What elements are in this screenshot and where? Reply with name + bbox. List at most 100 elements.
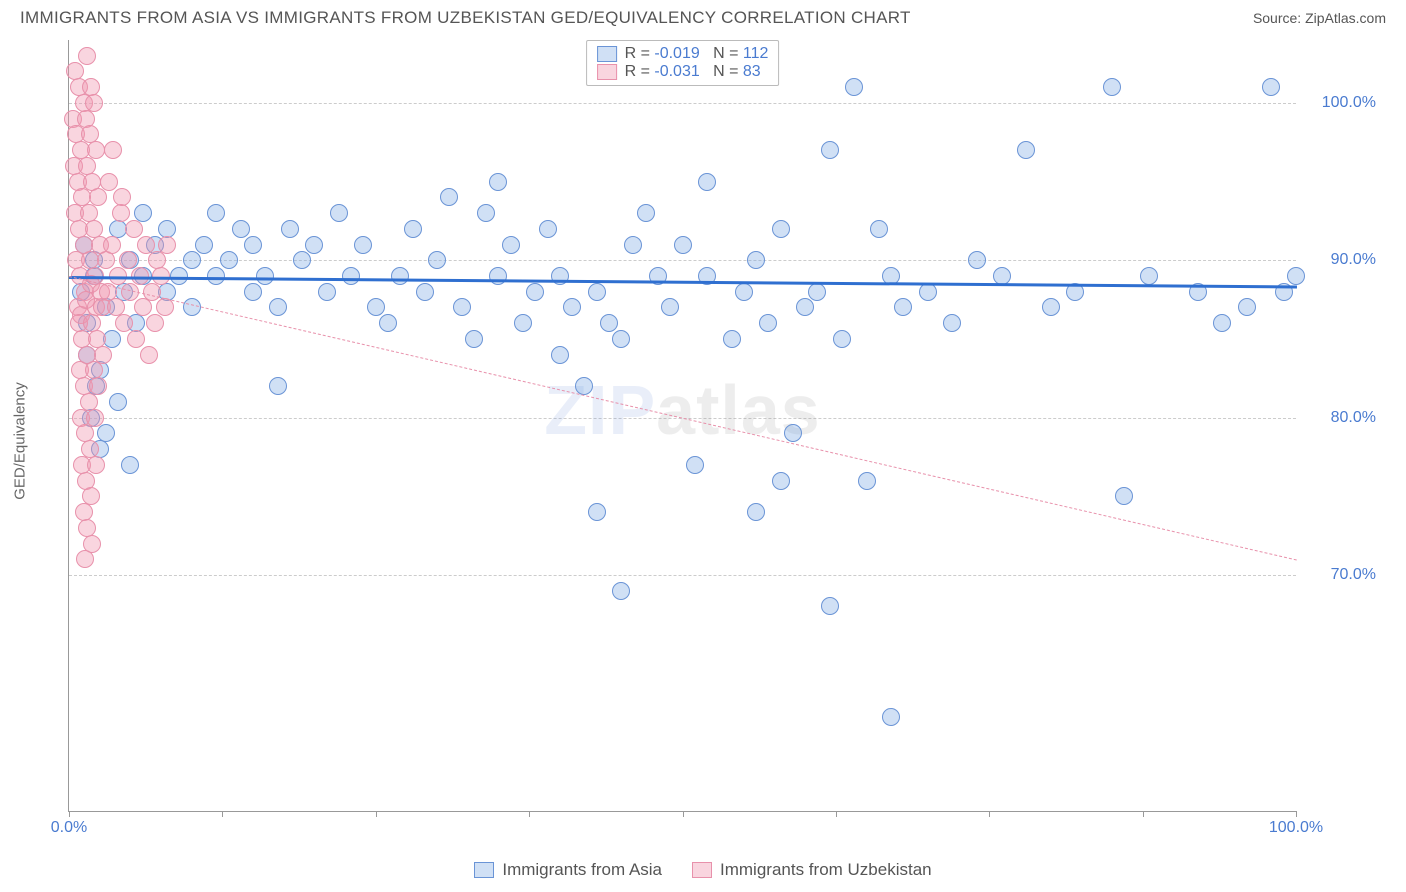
scatter-point: [158, 236, 176, 254]
scatter-point: [747, 251, 765, 269]
scatter-point: [1115, 487, 1133, 505]
scatter-point: [698, 173, 716, 191]
x-tick: [222, 811, 223, 817]
scatter-point: [1140, 267, 1158, 285]
scatter-point: [137, 236, 155, 254]
legend-bottom-item: Immigrants from Asia: [474, 860, 662, 880]
scatter-point: [612, 330, 630, 348]
scatter-point: [808, 283, 826, 301]
scatter-point: [115, 314, 133, 332]
legend-swatch: [474, 862, 494, 878]
x-tick: [1143, 811, 1144, 817]
y-axis-label: GED/Equivalency: [12, 382, 29, 500]
scatter-point: [195, 236, 213, 254]
scatter-point: [379, 314, 397, 332]
scatter-point: [465, 330, 483, 348]
x-tick: [376, 811, 377, 817]
scatter-point: [89, 188, 107, 206]
scatter-point: [127, 330, 145, 348]
scatter-point: [477, 204, 495, 222]
scatter-point: [796, 298, 814, 316]
scatter-point: [220, 251, 238, 269]
x-axis-start-label: 0.0%: [51, 819, 87, 837]
legend-bottom-item: Immigrants from Uzbekistan: [692, 860, 932, 880]
scatter-point: [109, 393, 127, 411]
scatter-point: [354, 236, 372, 254]
scatter-point: [244, 236, 262, 254]
scatter-point: [502, 236, 520, 254]
legend-bottom-label: Immigrants from Asia: [502, 860, 662, 880]
source-label: Source: ZipAtlas.com: [1253, 10, 1386, 26]
scatter-point: [1262, 78, 1280, 96]
y-tick-label: 70.0%: [1306, 566, 1376, 584]
gridline: [69, 103, 1296, 104]
scatter-point: [143, 283, 161, 301]
scatter-point: [112, 204, 130, 222]
scatter-point: [342, 267, 360, 285]
scatter-point: [661, 298, 679, 316]
scatter-point: [391, 267, 409, 285]
scatter-point: [637, 204, 655, 222]
legend-swatch: [597, 64, 617, 80]
scatter-point: [759, 314, 777, 332]
scatter-point: [156, 298, 174, 316]
y-tick-label: 90.0%: [1306, 251, 1376, 269]
scatter-point: [293, 251, 311, 269]
scatter-point: [256, 267, 274, 285]
scatter-point: [146, 314, 164, 332]
scatter-point: [183, 298, 201, 316]
x-axis-end-label: 100.0%: [1269, 819, 1323, 837]
scatter-point: [183, 251, 201, 269]
legend-stats: R = -0.031 N = 83: [625, 63, 761, 81]
scatter-point: [674, 236, 692, 254]
scatter-point: [140, 346, 158, 364]
x-tick: [1296, 811, 1297, 817]
scatter-point: [367, 298, 385, 316]
y-tick-label: 100.0%: [1306, 94, 1376, 112]
scatter-point: [87, 456, 105, 474]
scatter-point: [1287, 267, 1305, 285]
scatter-point: [104, 141, 122, 159]
scatter-point: [121, 456, 139, 474]
legend-row: R = -0.031 N = 83: [597, 63, 769, 81]
scatter-point: [588, 283, 606, 301]
scatter-point: [723, 330, 741, 348]
x-tick: [989, 811, 990, 817]
scatter-point: [1238, 298, 1256, 316]
scatter-point: [89, 377, 107, 395]
x-tick: [836, 811, 837, 817]
scatter-point: [318, 283, 336, 301]
scatter-point: [269, 377, 287, 395]
scatter-point: [772, 220, 790, 238]
scatter-point: [232, 220, 250, 238]
scatter-point: [833, 330, 851, 348]
gridline: [69, 260, 1296, 261]
scatter-point: [845, 78, 863, 96]
x-tick: [683, 811, 684, 817]
scatter-point: [747, 503, 765, 521]
scatter-point: [440, 188, 458, 206]
scatter-point: [772, 472, 790, 490]
scatter-point: [526, 283, 544, 301]
x-tick: [529, 811, 530, 817]
chart-container: GED/Equivalency ZIPatlas R = -0.019 N = …: [20, 40, 1386, 842]
x-tick: [69, 811, 70, 817]
series-legend: Immigrants from Asia Immigrants from Uzbe…: [0, 860, 1406, 880]
scatter-point: [612, 582, 630, 600]
scatter-point: [943, 314, 961, 332]
legend-bottom-label: Immigrants from Uzbekistan: [720, 860, 932, 880]
scatter-point: [453, 298, 471, 316]
scatter-point: [404, 220, 422, 238]
scatter-point: [330, 204, 348, 222]
scatter-point: [894, 298, 912, 316]
scatter-point: [76, 550, 94, 568]
scatter-point: [428, 251, 446, 269]
legend-swatch: [692, 862, 712, 878]
scatter-point: [1103, 78, 1121, 96]
legend-row: R = -0.019 N = 112: [597, 45, 769, 63]
scatter-point: [858, 472, 876, 490]
scatter-point: [134, 298, 152, 316]
scatter-point: [968, 251, 986, 269]
scatter-point: [1213, 314, 1231, 332]
gridline: [69, 575, 1296, 576]
